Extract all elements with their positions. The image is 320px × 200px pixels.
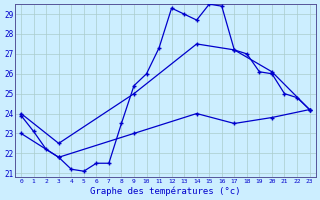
X-axis label: Graphe des températures (°c): Graphe des températures (°c) xyxy=(90,186,241,196)
